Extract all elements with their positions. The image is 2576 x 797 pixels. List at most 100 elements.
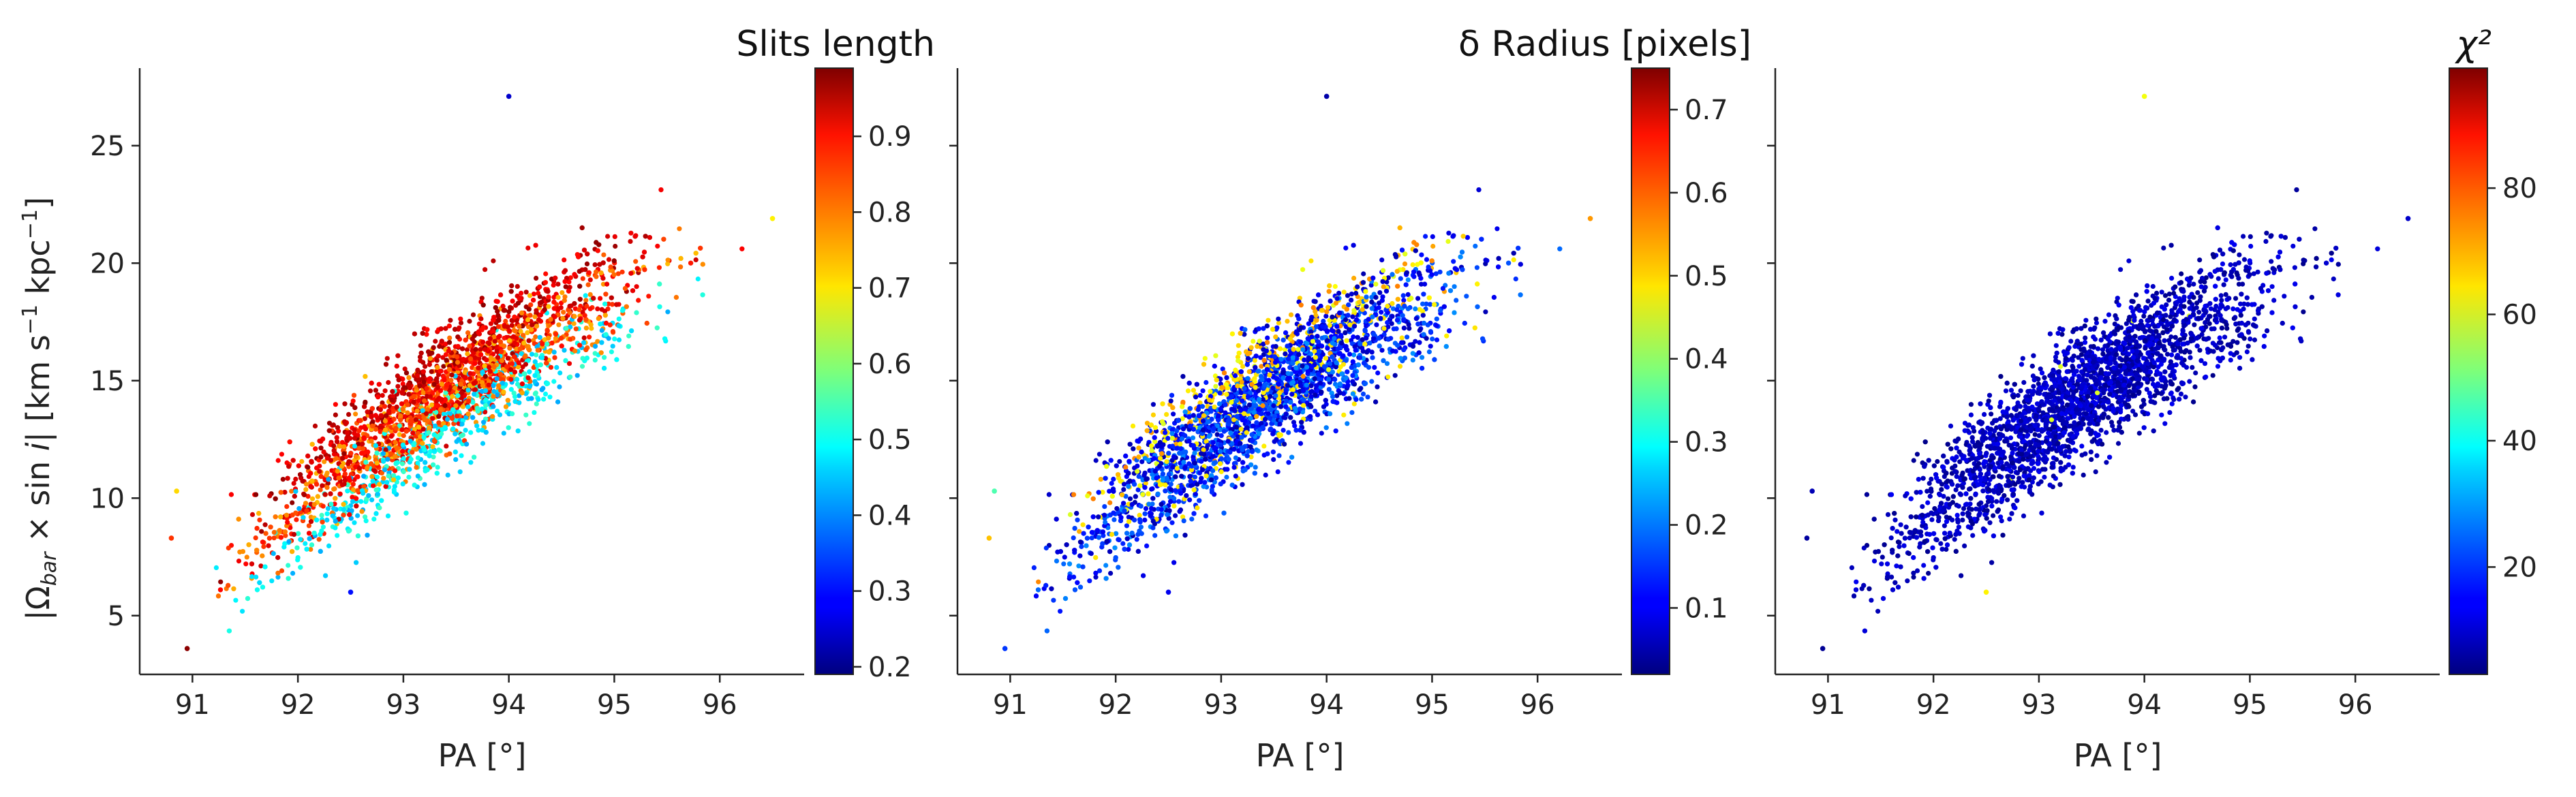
scatter-point	[296, 531, 301, 536]
scatter-point	[594, 269, 599, 275]
scatter-point	[1224, 474, 1229, 480]
scatter-point	[665, 257, 671, 263]
x-tick-label: 96	[703, 689, 737, 721]
scatter-point	[365, 533, 370, 538]
scatter-point	[358, 418, 363, 424]
scatter-point	[472, 355, 478, 360]
scatter-point	[539, 355, 545, 360]
scatter-point	[399, 390, 405, 396]
scatter-point	[1071, 535, 1076, 541]
scatter-point	[544, 360, 549, 366]
scatter-point	[382, 427, 388, 433]
scatter-point	[299, 458, 305, 465]
scatter-point	[380, 392, 385, 398]
scatter-point	[468, 430, 474, 435]
scatter-point	[502, 324, 508, 329]
scatter-point	[389, 397, 395, 403]
scatter-point	[422, 482, 427, 487]
scatter-point	[616, 323, 622, 328]
scatter-point	[318, 548, 323, 554]
scatter-point	[470, 312, 476, 317]
scatter-point	[290, 571, 296, 576]
scatter-point	[369, 423, 375, 429]
scatter-point	[632, 234, 638, 239]
scatter-point	[335, 425, 340, 431]
scatter-point	[425, 418, 430, 424]
scatter-point	[317, 469, 322, 474]
scatter-point	[504, 364, 510, 369]
scatter-point	[290, 500, 295, 505]
scatter-point	[321, 449, 326, 455]
x-tick-label: 92	[281, 689, 316, 721]
scatter-point	[614, 302, 619, 307]
scatter-point	[529, 327, 534, 332]
scatter-point	[483, 388, 489, 394]
scatter-point	[1150, 486, 1155, 492]
scatter-point	[450, 426, 456, 432]
scatter-point	[445, 472, 450, 478]
scatter-point	[1398, 276, 1403, 281]
scatter-point	[371, 516, 377, 522]
scatter-point	[369, 497, 375, 503]
scatter-point	[497, 339, 504, 345]
scatter-point	[510, 411, 515, 417]
scatter-point	[505, 398, 510, 403]
scatter-point	[374, 474, 380, 480]
scatter-point	[1111, 517, 1117, 522]
scatter-point	[587, 306, 593, 311]
scatter-point	[412, 331, 418, 337]
scatter-point	[555, 399, 561, 405]
scatter-point	[561, 309, 566, 315]
scatter-point	[588, 322, 594, 328]
scatter-point	[1197, 392, 1203, 398]
scatter-point	[480, 441, 486, 446]
scatter-point	[347, 512, 352, 518]
scatter-point	[410, 450, 415, 455]
scatter-point	[568, 337, 573, 342]
scatter-point	[583, 293, 588, 298]
scatter-point	[292, 493, 297, 499]
scatter-point	[353, 411, 358, 417]
scatter-point	[490, 413, 495, 420]
scatter-point	[577, 268, 582, 274]
scatter-point	[408, 418, 413, 424]
scatter-point	[606, 336, 611, 341]
scatter-point	[319, 528, 324, 534]
scatter-point	[1513, 276, 1518, 282]
scatter-point	[324, 511, 330, 516]
scatter-point	[610, 343, 615, 349]
scatter-point	[1206, 433, 1212, 439]
scatter-point	[260, 540, 266, 545]
scatter-point	[612, 337, 617, 342]
scatter-point	[598, 350, 604, 356]
scatter-point	[474, 405, 480, 411]
scatter-point	[243, 561, 249, 567]
scatter-point	[431, 432, 437, 437]
scatter-point	[408, 456, 414, 462]
scatter-point	[519, 381, 525, 387]
scatter-point	[442, 424, 448, 430]
scatter-point	[375, 491, 380, 497]
scatter-point	[1036, 579, 1041, 584]
scatter-point	[393, 426, 399, 431]
scatter-point	[366, 493, 371, 499]
scatter-point	[442, 377, 447, 383]
scatter-point	[324, 485, 330, 490]
scatter-point	[342, 478, 348, 483]
scatter-point	[1169, 520, 1175, 525]
scatter-point	[444, 358, 449, 363]
scatter-point	[345, 430, 350, 435]
scatter-point	[346, 411, 352, 418]
scatter-point	[449, 416, 455, 421]
scatter-point	[1109, 481, 1114, 486]
scatter-point	[619, 269, 625, 275]
scatter-point	[610, 329, 616, 334]
scatter-point	[628, 270, 634, 276]
scatter-point	[1271, 457, 1276, 463]
scatter-point	[453, 326, 458, 332]
scatter-point	[262, 564, 268, 569]
scatter-point	[527, 293, 533, 298]
scatter-point	[554, 364, 559, 371]
scatter-point	[326, 428, 332, 433]
